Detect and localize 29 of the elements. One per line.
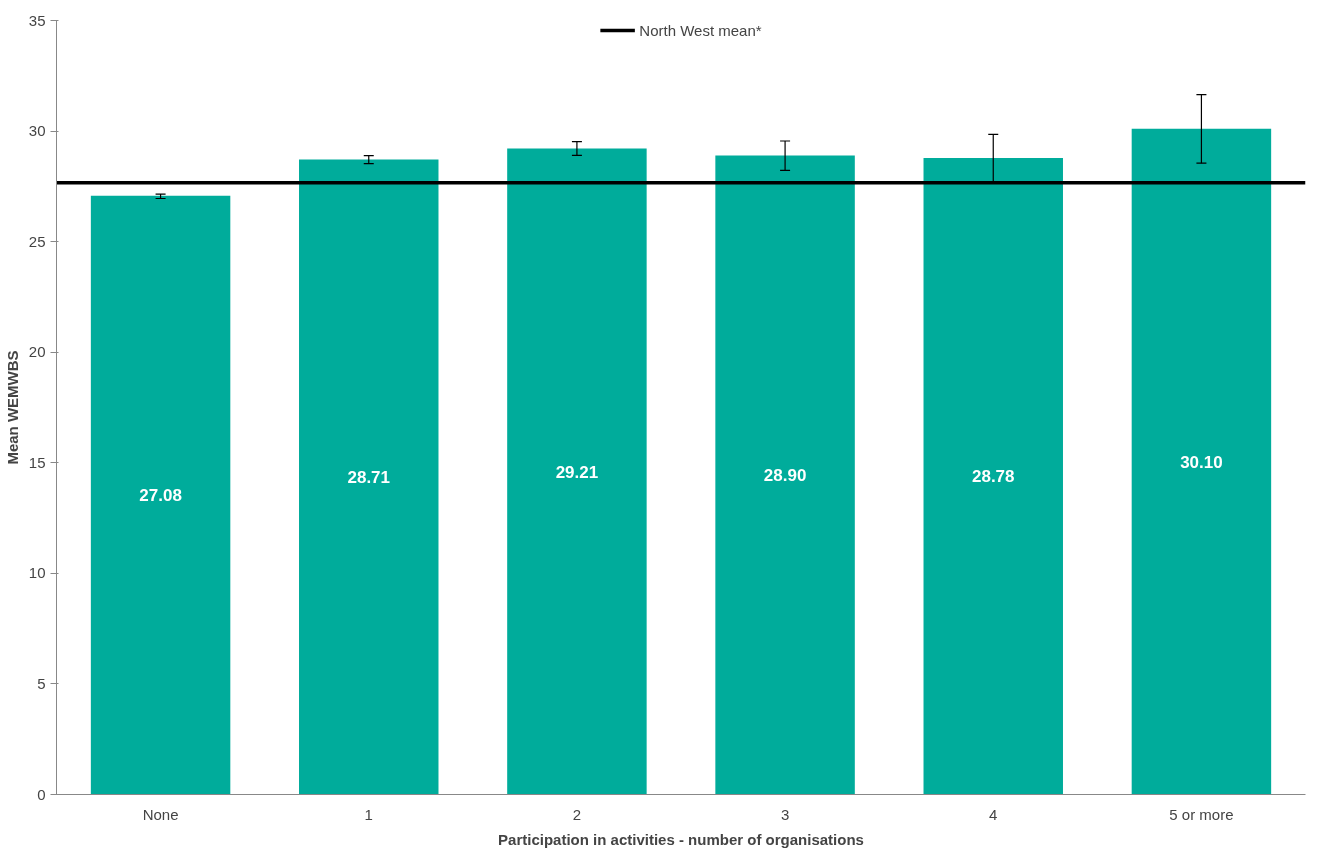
bar [299, 159, 439, 795]
data-label: 29.21 [555, 462, 599, 482]
x-tick-label: 3 [780, 805, 790, 823]
data-label: 28.71 [347, 468, 391, 488]
y-tick-label: 10 [28, 564, 46, 582]
bar [90, 195, 231, 795]
x-axis-title: Participation in activities - number of organisations [498, 830, 864, 848]
y-tick-label: 30 [28, 122, 46, 140]
y-tick-label: 35 [28, 11, 46, 29]
x-tick-label: 1 [364, 805, 373, 823]
x-tick-label: None [142, 805, 179, 823]
data-label: 28.90 [763, 465, 807, 485]
y-axis-title: Mean WEMWBS [3, 350, 21, 465]
y-tick-label: 15 [28, 453, 46, 471]
data-label: 27.08 [139, 486, 182, 506]
x-tick-label: 2 [572, 805, 582, 823]
y-tick-label: 0 [37, 785, 46, 803]
data-label: 30.10 [1180, 452, 1223, 472]
legend-label: North West mean* [639, 21, 762, 39]
bar [1131, 128, 1272, 795]
bar [715, 155, 855, 795]
y-tick-label: 5 [37, 674, 46, 692]
y-tick-label: 25 [28, 232, 46, 250]
bar [507, 148, 647, 795]
x-tick-label: 4 [989, 805, 998, 823]
bar [923, 158, 1063, 795]
data-label: 28.78 [971, 467, 1015, 487]
y-tick-label: 20 [28, 343, 46, 361]
x-tick-label: 5 or more [1169, 805, 1234, 823]
